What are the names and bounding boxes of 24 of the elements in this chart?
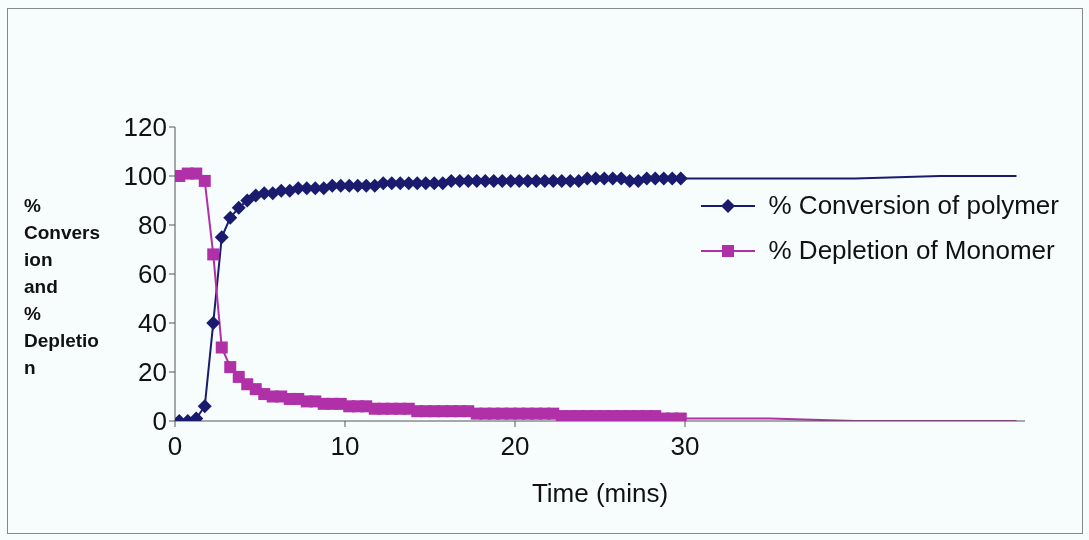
y-tick-label: 20	[138, 357, 167, 388]
y-tick-label: 100	[123, 161, 167, 192]
x-tick-label: 10	[330, 431, 360, 462]
legend-label: % Depletion of Monomer	[768, 235, 1055, 266]
x-tick-label: 30	[670, 431, 700, 462]
y-tick-label: 0	[152, 406, 167, 437]
y-tick-label: 40	[138, 308, 167, 339]
point	[215, 341, 228, 354]
y-axis-title: % Conversion and % Depletion	[24, 194, 102, 380]
point	[206, 316, 221, 330]
point	[214, 230, 229, 245]
y-tick-label: 60	[138, 259, 167, 290]
point	[198, 174, 211, 187]
point	[231, 200, 246, 215]
point	[197, 399, 212, 414]
legend-label: % Conversion of polymer	[768, 190, 1059, 221]
point	[240, 193, 255, 208]
x-tick-label: 20	[500, 431, 530, 462]
x-axis-title: Time (mins)	[531, 478, 669, 508]
y-tick-label: 80	[138, 210, 167, 241]
point	[224, 361, 237, 374]
y-tick-label: 120	[123, 112, 167, 143]
point	[207, 248, 220, 261]
point	[223, 210, 238, 225]
